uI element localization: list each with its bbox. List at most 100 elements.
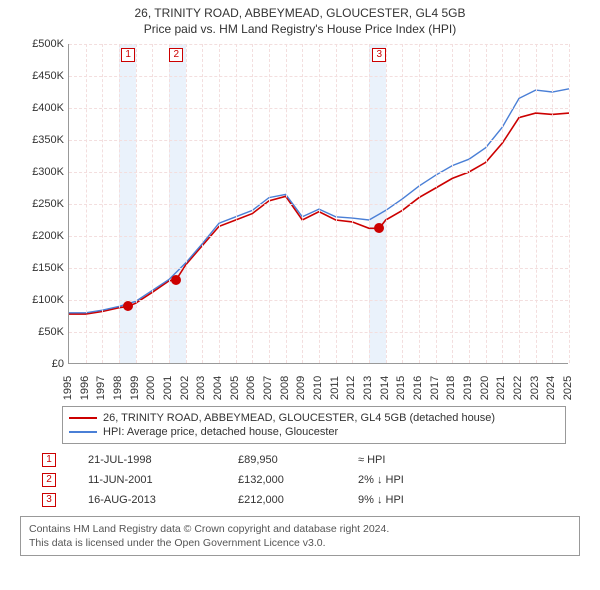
gridline-v <box>419 44 420 363</box>
y-axis-label: £350K <box>20 134 64 146</box>
gridline-v <box>486 44 487 363</box>
footer-line-2: This data is licensed under the Open Gov… <box>29 536 571 550</box>
gridline-v <box>436 44 437 363</box>
gridline-v <box>186 44 187 363</box>
gridline-v <box>202 44 203 363</box>
sale-row: 2 11-JUN-2001£132,0002% ↓ HPI <box>20 470 580 490</box>
x-axis-label: 2025 <box>562 376 574 400</box>
x-axis-label: 2024 <box>545 376 557 400</box>
gridline-v <box>119 44 120 363</box>
y-axis-label: £450K <box>20 70 64 82</box>
sale-row-num: 2 <box>42 473 56 487</box>
sales-table: 1 21-JUL-1998£89,950≈ HPI 2 11-JUN-2001£132… <box>20 450 580 510</box>
gridline-v <box>252 44 253 363</box>
x-axis-label: 2023 <box>529 376 541 400</box>
x-axis-label: 2021 <box>495 376 507 400</box>
gridline-v <box>319 44 320 363</box>
sale-marker-box: 2 <box>169 48 183 62</box>
y-axis-label: £300K <box>20 166 64 178</box>
y-axis-label: £100K <box>20 294 64 306</box>
sale-marker-dot <box>374 223 384 233</box>
gridline-v <box>502 44 503 363</box>
gridline-v <box>152 44 153 363</box>
y-axis-label: £0 <box>20 358 64 370</box>
gridline-v <box>286 44 287 363</box>
x-axis-label: 2017 <box>429 376 441 400</box>
x-axis-label: 2004 <box>212 376 224 400</box>
gridline-v <box>469 44 470 363</box>
gridline-v <box>352 44 353 363</box>
x-axis-label: 2018 <box>445 376 457 400</box>
gridline-v <box>369 44 370 363</box>
x-axis-label: 2011 <box>329 376 341 400</box>
sale-marker-box: 1 <box>121 48 135 62</box>
legend: 26, TRINITY ROAD, ABBEYMEAD, GLOUCESTER,… <box>62 406 566 444</box>
sale-row-hpi: ≈ HPI <box>358 454 580 466</box>
x-axis-label: 2008 <box>279 376 291 400</box>
x-axis-label: 2012 <box>345 376 357 400</box>
x-axis-label: 2015 <box>395 376 407 400</box>
x-axis-label: 1997 <box>95 376 107 400</box>
gridline-v <box>219 44 220 363</box>
y-axis-label: £200K <box>20 230 64 242</box>
x-axis-label: 2019 <box>462 376 474 400</box>
gridline-v <box>386 44 387 363</box>
y-axis-label: £400K <box>20 102 64 114</box>
legend-label-hpi: HPI: Average price, detached house, Glou… <box>103 426 338 438</box>
x-axis-label: 2022 <box>512 376 524 400</box>
legend-item-hpi: HPI: Average price, detached house, Glou… <box>69 425 559 439</box>
x-axis-label: 1999 <box>129 376 141 400</box>
gridline-v <box>452 44 453 363</box>
gridline-v <box>136 44 137 363</box>
gridline-v <box>402 44 403 363</box>
x-axis-label: 2007 <box>262 376 274 400</box>
sale-row-date: 16-AUG-2013 <box>88 494 238 506</box>
x-axis-label: 2000 <box>145 376 157 400</box>
x-axis-label: 1996 <box>79 376 91 400</box>
sale-row-hpi: 2% ↓ HPI <box>358 474 580 486</box>
x-axis-label: 2013 <box>362 376 374 400</box>
x-axis-label: 2014 <box>379 376 391 400</box>
legend-swatch-property <box>69 417 97 419</box>
sale-row-date: 11-JUN-2001 <box>88 474 238 486</box>
x-axis-label: 2002 <box>179 376 191 400</box>
sale-row: 1 21-JUL-1998£89,950≈ HPI <box>20 450 580 470</box>
x-axis-label: 2009 <box>295 376 307 400</box>
sale-marker-dot <box>171 275 181 285</box>
x-axis-label: 2020 <box>479 376 491 400</box>
gridline-v <box>102 44 103 363</box>
chart-subtitle: Price paid vs. HM Land Registry's House … <box>0 22 600 36</box>
gridline-v <box>236 44 237 363</box>
gridline-v <box>269 44 270 363</box>
sale-row: 3 16-AUG-2013£212,0009% ↓ HPI <box>20 490 580 510</box>
x-axis-label: 1995 <box>62 376 74 400</box>
x-axis-label: 2016 <box>412 376 424 400</box>
sale-row-price: £212,000 <box>238 494 358 506</box>
sale-row-price: £132,000 <box>238 474 358 486</box>
y-axis-label: £250K <box>20 198 64 210</box>
sale-row-num: 3 <box>42 493 56 507</box>
x-axis-label: 1998 <box>112 376 124 400</box>
sale-row-date: 21-JUL-1998 <box>88 454 238 466</box>
x-axis-label: 2006 <box>245 376 257 400</box>
gridline-v <box>336 44 337 363</box>
gridline-v <box>552 44 553 363</box>
x-axis-label: 2010 <box>312 376 324 400</box>
plot-region: 1 2 3 <box>68 44 568 364</box>
x-axis-label: 2003 <box>195 376 207 400</box>
gridline-v <box>169 44 170 363</box>
chart-area: 123 £0£50K£100K£150K£200K£250K£300K£350K… <box>20 44 580 404</box>
chart-title: 26, TRINITY ROAD, ABBEYMEAD, GLOUCESTER,… <box>0 6 600 20</box>
legend-label-property: 26, TRINITY ROAD, ABBEYMEAD, GLOUCESTER,… <box>103 412 495 424</box>
sale-row-price: £89,950 <box>238 454 358 466</box>
sale-marker-box: 3 <box>372 48 386 62</box>
sale-marker-dot <box>123 301 133 311</box>
gridline-v <box>519 44 520 363</box>
sale-row-num: 1 <box>42 453 56 467</box>
attribution-footer: Contains HM Land Registry data © Crown c… <box>20 516 580 556</box>
sale-row-hpi: 9% ↓ HPI <box>358 494 580 506</box>
footer-line-1: Contains HM Land Registry data © Crown c… <box>29 522 571 536</box>
gridline-v <box>86 44 87 363</box>
x-axis-label: 2001 <box>162 376 174 400</box>
legend-swatch-hpi <box>69 431 97 433</box>
